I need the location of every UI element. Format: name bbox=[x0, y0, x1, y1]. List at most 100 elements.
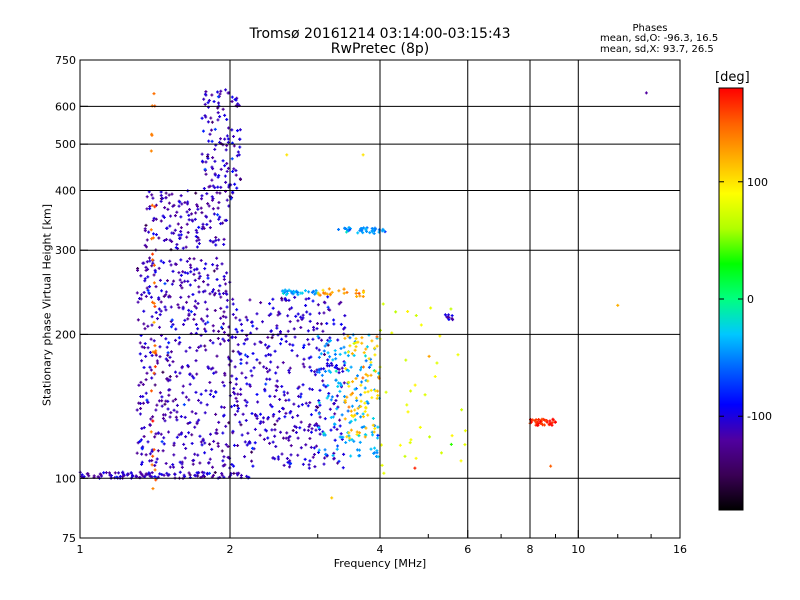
data-point bbox=[150, 193, 154, 197]
data-point bbox=[309, 445, 313, 449]
data-point bbox=[373, 353, 377, 357]
data-point bbox=[168, 363, 172, 367]
data-point bbox=[236, 392, 240, 396]
data-point bbox=[148, 452, 152, 456]
data-point bbox=[361, 376, 365, 380]
data-point bbox=[168, 224, 172, 228]
data-point bbox=[336, 385, 340, 389]
data-point bbox=[171, 463, 175, 467]
data-point bbox=[159, 309, 163, 313]
data-point bbox=[217, 329, 221, 333]
data-point bbox=[216, 95, 220, 99]
data-point bbox=[230, 128, 234, 132]
data-point bbox=[205, 314, 209, 318]
data-point bbox=[193, 313, 197, 317]
data-point bbox=[323, 448, 327, 452]
data-point bbox=[169, 214, 173, 218]
data-point bbox=[336, 338, 340, 342]
data-point bbox=[239, 322, 243, 326]
data-point bbox=[250, 459, 254, 463]
data-point bbox=[187, 213, 191, 217]
data-point bbox=[225, 218, 229, 222]
data-point bbox=[338, 424, 342, 428]
data-point bbox=[350, 352, 354, 356]
data-point bbox=[235, 308, 239, 312]
data-point bbox=[194, 211, 198, 215]
data-point bbox=[253, 342, 257, 346]
data-point bbox=[193, 425, 197, 429]
data-point bbox=[238, 137, 242, 141]
data-point bbox=[231, 349, 235, 353]
data-point bbox=[362, 226, 366, 230]
data-point bbox=[248, 441, 252, 445]
data-point bbox=[163, 413, 167, 417]
data-point bbox=[195, 349, 199, 353]
data-point bbox=[188, 421, 192, 425]
x-tick-label: 2 bbox=[227, 543, 234, 556]
data-point bbox=[177, 306, 181, 310]
data-point bbox=[376, 425, 380, 429]
data-point bbox=[328, 355, 332, 359]
data-point bbox=[145, 398, 149, 402]
data-point bbox=[147, 471, 151, 475]
data-point bbox=[185, 259, 189, 263]
data-point bbox=[192, 376, 196, 380]
data-point bbox=[282, 390, 286, 394]
data-point bbox=[406, 310, 410, 314]
data-point bbox=[330, 496, 334, 500]
data-point bbox=[135, 475, 139, 479]
data-point bbox=[245, 337, 249, 341]
data-point bbox=[354, 345, 358, 349]
data-point bbox=[149, 228, 153, 232]
data-point bbox=[222, 463, 226, 467]
data-point bbox=[339, 322, 343, 326]
data-point bbox=[348, 436, 352, 440]
data-point bbox=[289, 409, 293, 413]
data-point bbox=[167, 294, 171, 298]
data-point bbox=[216, 336, 220, 340]
data-point bbox=[205, 192, 209, 196]
data-point bbox=[244, 315, 248, 319]
data-point bbox=[140, 462, 144, 466]
data-point bbox=[316, 303, 320, 307]
data-point bbox=[274, 371, 278, 375]
data-point bbox=[187, 218, 191, 222]
data-point bbox=[336, 461, 340, 465]
data-point bbox=[142, 309, 146, 313]
data-point bbox=[149, 417, 153, 421]
data-point bbox=[253, 441, 257, 445]
data-point bbox=[169, 248, 173, 252]
phase-x-stats: mean, sd,X: 93.7, 26.5 bbox=[600, 44, 714, 55]
data-point bbox=[136, 318, 140, 322]
data-point bbox=[295, 291, 299, 295]
data-point bbox=[231, 302, 235, 306]
data-point bbox=[153, 365, 157, 369]
data-point bbox=[286, 436, 290, 440]
data-point bbox=[358, 431, 362, 435]
data-point bbox=[147, 291, 151, 295]
data-point bbox=[289, 461, 293, 465]
data-point bbox=[157, 266, 161, 270]
data-point bbox=[367, 357, 371, 361]
data-point bbox=[300, 317, 304, 321]
data-point bbox=[345, 230, 349, 234]
data-point bbox=[138, 352, 142, 356]
data-point bbox=[406, 410, 410, 414]
data-point bbox=[210, 290, 214, 294]
data-point bbox=[316, 334, 320, 338]
data-point bbox=[375, 344, 379, 348]
data-point bbox=[146, 440, 150, 444]
data-point bbox=[333, 352, 337, 356]
data-point bbox=[317, 426, 321, 430]
x-tick-label: 10 bbox=[571, 543, 585, 556]
data-point bbox=[312, 446, 316, 450]
data-point bbox=[427, 354, 431, 358]
data-point bbox=[162, 239, 166, 243]
data-point bbox=[208, 432, 212, 436]
data-point bbox=[154, 233, 158, 237]
data-point bbox=[164, 293, 168, 297]
data-point bbox=[194, 228, 198, 232]
data-point bbox=[186, 271, 190, 275]
data-point bbox=[209, 367, 213, 371]
data-point bbox=[225, 292, 229, 296]
